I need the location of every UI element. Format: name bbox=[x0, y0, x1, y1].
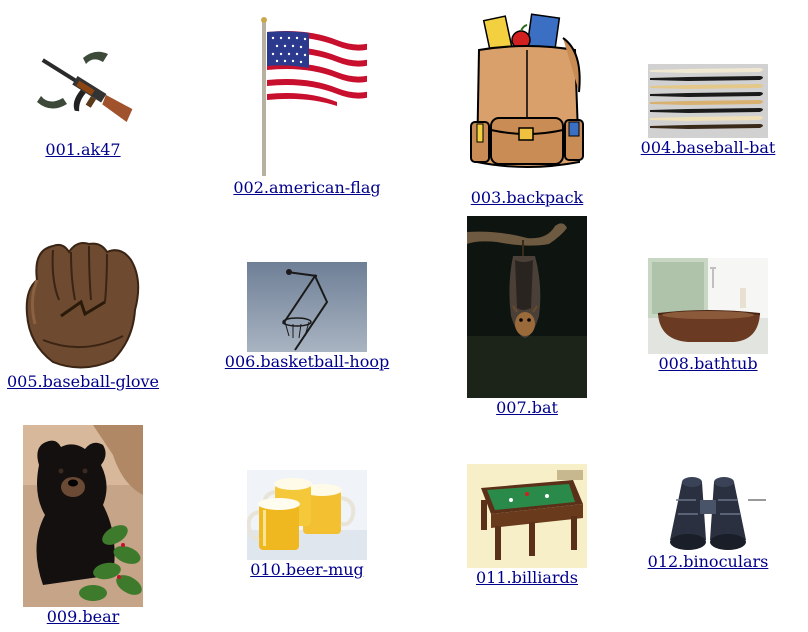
caption-baseball-glove[interactable]: 005.baseball-glove bbox=[6, 372, 159, 391]
hanging-bat-thumbnail[interactable] bbox=[467, 216, 587, 398]
caption-billiards[interactable]: 011.billiards bbox=[476, 568, 578, 587]
backpack-thumbnail[interactable] bbox=[467, 12, 587, 188]
gallery-item-backpack: 003.backpack bbox=[427, 12, 627, 208]
baseball-bats-thumbnail[interactable] bbox=[648, 64, 768, 138]
gallery-item-baseball-glove: 005.baseball-glove bbox=[0, 240, 183, 392]
caption-binoculars[interactable]: 012.binoculars bbox=[647, 552, 769, 571]
gallery-item-bat: 007.bat bbox=[427, 216, 627, 418]
gallery-item-baseball-bat: 004.baseball-bat bbox=[608, 64, 808, 158]
caption-beer-mug[interactable]: 010.beer-mug bbox=[250, 560, 364, 579]
bathtub-thumbnail[interactable] bbox=[648, 258, 768, 354]
gallery-item-american-flag: 002.american-flag bbox=[207, 16, 407, 198]
american-flag-thumbnail[interactable] bbox=[247, 16, 367, 178]
black-bear-thumbnail[interactable] bbox=[23, 425, 143, 607]
beer-mugs-thumbnail[interactable] bbox=[247, 470, 367, 560]
caption-american-flag[interactable]: 002.american-flag bbox=[233, 178, 381, 197]
gallery-item-basketball-hoop: 006.basketball-hoop bbox=[207, 262, 407, 372]
billiards-table-thumbnail[interactable] bbox=[467, 464, 587, 568]
gallery-item-ak47: 001.ak47 bbox=[0, 40, 183, 160]
caption-baseball-bat[interactable]: 004.baseball-bat bbox=[640, 138, 776, 157]
basketball-hoop-thumbnail[interactable] bbox=[247, 262, 367, 352]
caption-bat[interactable]: 007.bat bbox=[496, 398, 558, 417]
caption-bathtub[interactable]: 008.bathtub bbox=[658, 354, 758, 373]
ak47-rifle-thumbnail[interactable] bbox=[23, 40, 143, 140]
gallery-item-binoculars: 012.binoculars bbox=[608, 470, 808, 572]
caption-ak47[interactable]: 001.ak47 bbox=[45, 140, 121, 159]
gallery-item-bathtub: 008.bathtub bbox=[608, 258, 808, 374]
gallery-item-bear: 009.bear bbox=[0, 425, 183, 627]
gallery-item-billiards: 011.billiards bbox=[427, 464, 627, 588]
binoculars-thumbnail[interactable] bbox=[648, 470, 768, 552]
baseball-glove-thumbnail[interactable] bbox=[23, 240, 143, 372]
caption-basketball-hoop[interactable]: 006.basketball-hoop bbox=[224, 352, 390, 371]
gallery-item-beer-mug: 010.beer-mug bbox=[207, 470, 407, 580]
caption-backpack[interactable]: 003.backpack bbox=[470, 188, 584, 207]
caption-bear[interactable]: 009.bear bbox=[46, 607, 120, 626]
